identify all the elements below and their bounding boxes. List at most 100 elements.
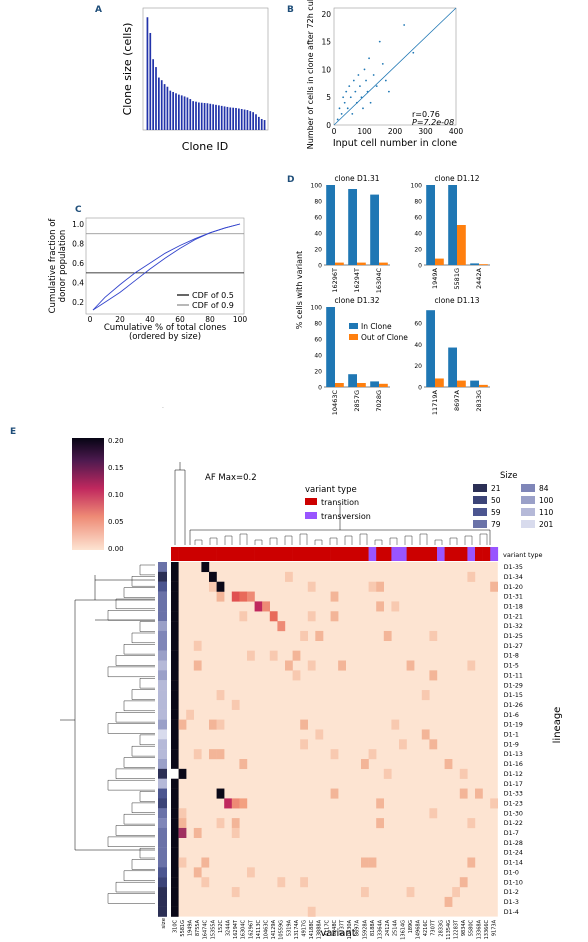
panel-e-size-swatch	[473, 496, 487, 504]
panel-e-column-label: 14129A	[271, 919, 277, 939]
panel-d-bar-in	[426, 185, 435, 265]
panel-e-size-cell	[158, 611, 167, 622]
panel-d-legend-in-swatch	[349, 323, 358, 329]
panel-e-size-cell	[158, 847, 167, 858]
panel-e-variant-type-cell	[269, 547, 278, 561]
panel-e-cell	[338, 660, 346, 671]
panel-e-dendrogram-branch	[123, 587, 155, 598]
panel-e-size-cell	[158, 621, 167, 632]
panel-e-dendrogram-branch	[359, 533, 368, 545]
panel-e-top-dendrogram	[174, 462, 491, 545]
panel-e-variant-type-cell	[224, 547, 233, 561]
panel-a-bar	[200, 102, 203, 130]
panel-e-variant-type-cell	[383, 547, 392, 561]
panel-b-ytick: 0	[326, 121, 331, 130]
panel-b-point	[336, 118, 339, 121]
panel-b-point	[345, 90, 348, 93]
panel-e-column-label: 7307T	[431, 919, 437, 936]
panel-a-bar	[160, 80, 163, 130]
panel-e-variant-type-cell	[239, 547, 248, 561]
panel-e-cell	[247, 867, 255, 878]
panel-e-variant-type-cell	[459, 547, 468, 561]
panel-a-bar	[223, 106, 226, 130]
panel-e-cell	[171, 877, 179, 888]
panel-e-size-swatch	[521, 520, 535, 528]
panel-e-cell	[171, 906, 179, 917]
panel-e-cell	[467, 571, 476, 582]
panel-e-dendrogram-branch	[419, 533, 428, 545]
panel-e-dendrogram-branch	[209, 537, 218, 545]
panel-a-bar	[263, 120, 266, 130]
panel-e-column-label: 16474C	[203, 920, 209, 940]
panel-e-size-cell	[158, 887, 167, 898]
panel-a-bar	[203, 102, 206, 130]
panel-e-cell	[459, 788, 468, 799]
panel-e-column-label: 189G	[408, 920, 414, 934]
panel-e-heatmap: 0.20 0.15 0.10 0.05 0.00 AF Max=0.2 variant …	[60, 437, 563, 940]
panel-c-ytick: 1.0	[72, 220, 84, 229]
panel-e-cell	[277, 877, 286, 888]
panel-e-row-label: D1-14	[504, 860, 523, 867]
panel-a-bar	[226, 106, 229, 130]
panel-e-column-label: 13174A	[294, 919, 300, 939]
panel-e-size-cell	[158, 650, 167, 661]
panel-e-row-label: D1-3	[504, 899, 519, 906]
panel-e-column-label: 4917G	[302, 920, 308, 937]
panel-d-subplot-title: clone D1.13	[434, 296, 479, 305]
panel-e-variant-type-cell	[361, 547, 369, 561]
panel-e-size-cell	[158, 581, 167, 592]
panel-e-cell	[171, 768, 179, 779]
panel-e-dendrogram-branch	[123, 757, 155, 768]
panel-e-cell	[231, 887, 240, 898]
panel-e-variant-type-cell	[247, 547, 255, 561]
panel-e-dendrogram-branch	[139, 564, 155, 576]
panel-e-size-cell	[158, 640, 167, 651]
panel-e-size-label: 110	[539, 508, 554, 517]
panel-e-size-label: 84	[539, 484, 549, 493]
panel-e-column-label: 11354G	[446, 920, 452, 940]
panel-d-bar-out	[357, 262, 366, 265]
panel-e-column-label: 2833G	[438, 920, 444, 937]
panel-a-bar	[220, 105, 223, 130]
panel-e-cell	[285, 660, 293, 671]
panel-d-ytick: 0	[318, 263, 322, 270]
panel-e-cell	[193, 749, 202, 760]
panel-c-ytick: 0.8	[72, 240, 84, 249]
panel-e-cell	[209, 571, 217, 582]
panel-d-ytick: 20	[414, 363, 422, 370]
panel-e-cell	[300, 630, 308, 641]
panel-b-point	[363, 68, 366, 71]
panel-e-dendrogram-branch	[107, 836, 155, 847]
panel-e-column-label: 8755A	[195, 919, 201, 936]
panel-e-ylabel: lineage	[552, 707, 563, 744]
panel-d-bar-in	[448, 347, 457, 387]
panel-e-cell	[171, 827, 179, 838]
panel-e-size-label: 201	[539, 520, 554, 529]
panel-b-xtick: 100	[357, 127, 372, 136]
panel-b-xlabel: Input cell number in clone	[333, 138, 457, 149]
panel-e-cell	[247, 650, 255, 661]
panel-b-point	[343, 101, 346, 104]
panel-e-size-cell	[158, 562, 167, 573]
panel-e-variant-type-cell	[345, 547, 354, 561]
panel-d-category-label: 2857G	[353, 390, 361, 412]
panel-e-cell	[201, 877, 210, 888]
panel-e-cell	[452, 887, 460, 898]
panel-e-cell	[361, 759, 369, 770]
panel-e-dendrogram-branch	[131, 802, 155, 813]
panel-a-bar	[155, 67, 157, 130]
panel-e-cell	[307, 906, 316, 917]
panel-e-column-label: 310C	[172, 920, 178, 934]
panel-c-xtick: 100	[233, 315, 248, 324]
panel-e-variant-type-cell	[421, 547, 430, 561]
panel-e-cell	[171, 630, 179, 641]
panel-e-variant-type-cell	[307, 547, 316, 561]
panel-e-left-dendrogram	[60, 564, 155, 904]
panel-d-category-label: 7028G	[375, 390, 383, 412]
panel-e-cell	[193, 640, 202, 651]
panel-d-ytick: 20	[314, 369, 322, 376]
panel-e-cell	[429, 630, 438, 641]
panel-e-row-label: D1-12	[504, 771, 523, 778]
panel-d-bar-in	[348, 189, 357, 265]
panel-e-column-label: 13614G	[400, 920, 406, 940]
